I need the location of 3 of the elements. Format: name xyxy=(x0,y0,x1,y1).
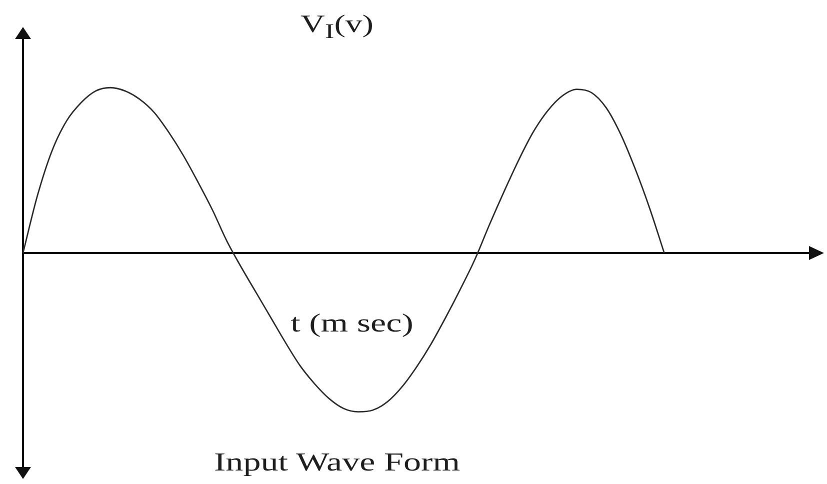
text: Input Wave Form xyxy=(214,448,460,478)
x-axis-title: t (m sec) xyxy=(290,308,414,338)
y-axis-title: V$_{I}$(v) xyxy=(300,11,374,44)
